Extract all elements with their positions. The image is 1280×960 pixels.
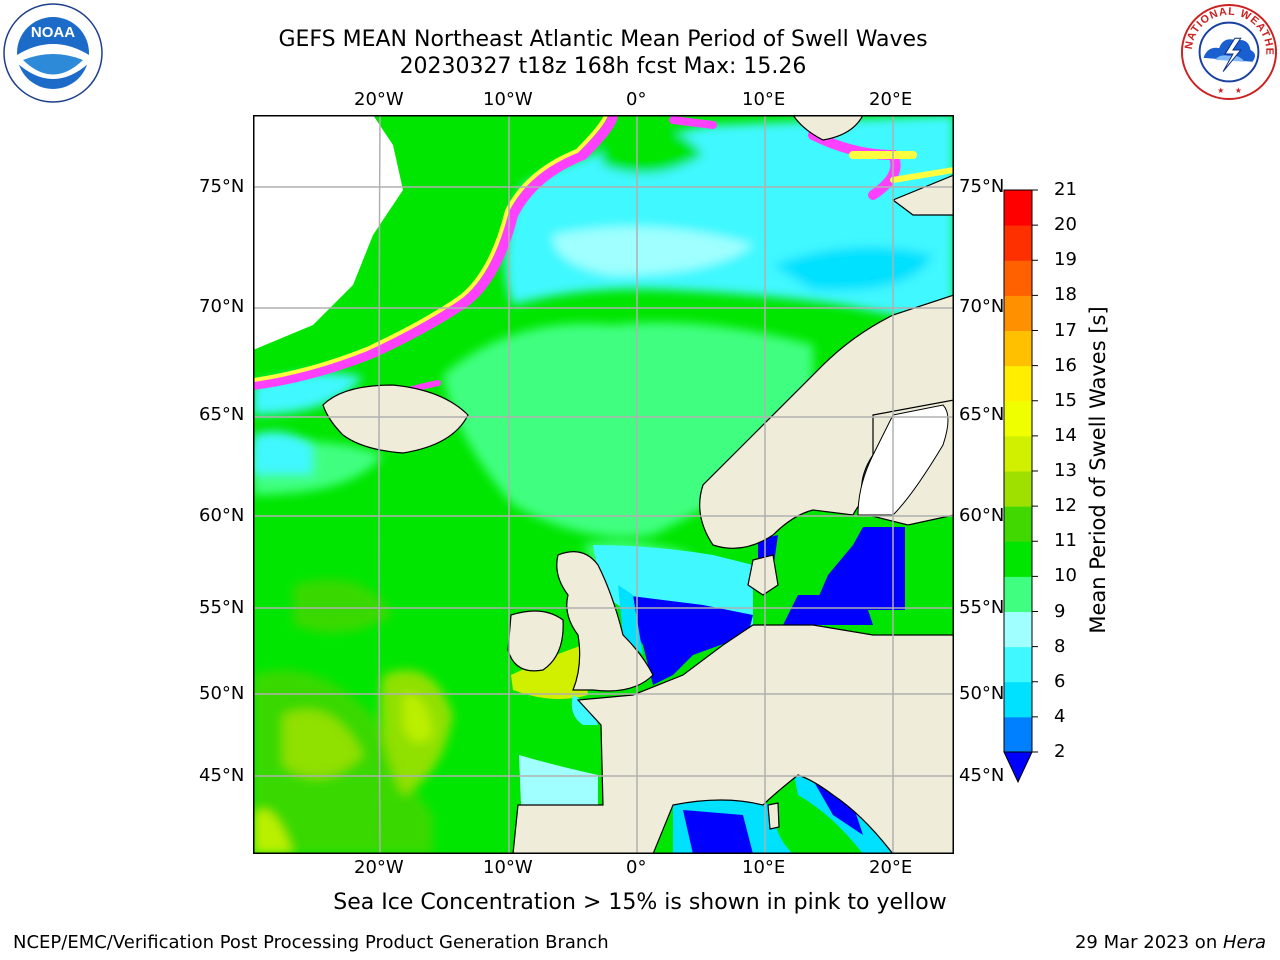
colorbar-tick-label: 12 <box>1054 495 1077 517</box>
lat-label-left: 70°N <box>199 296 245 317</box>
lat-label-left: 45°N <box>199 765 245 786</box>
lat-label-left: 50°N <box>199 683 245 704</box>
iceland-land <box>322 384 469 454</box>
colorbar-tick-label: 4 <box>1054 705 1066 727</box>
colorbar-segment <box>1004 260 1032 296</box>
colorbar-segment <box>1004 471 1032 507</box>
lat-label-right: 65°N <box>959 404 1005 425</box>
ireland-land <box>507 610 564 672</box>
colorbar-segment <box>1004 400 1032 437</box>
colorbar-tick-label: 8 <box>1054 635 1066 657</box>
chart-title: GEFS MEAN Northeast Atlantic Mean Period… <box>278 27 928 52</box>
sea-ice-note: Sea Ice Concentration > 15% is shown in … <box>333 890 947 915</box>
colorbar-tick-label: 2 <box>1054 741 1066 762</box>
lat-label-right: 60°N <box>959 505 1005 526</box>
lat-label-right: 55°N <box>959 597 1005 618</box>
lon-label-bottom: 10°W <box>483 857 533 878</box>
colorbar-segment <box>1004 225 1032 261</box>
colorbar-segment <box>1004 646 1032 683</box>
lat-label-left: 65°N <box>199 404 245 425</box>
lon-label-top: 20°W <box>354 89 404 110</box>
colorbar-tick-label: 14 <box>1054 424 1077 446</box>
colorbar-segment <box>1004 330 1032 367</box>
svg-text:★: ★ <box>1217 86 1224 95</box>
graticule <box>253 115 954 854</box>
chart-subtitle: 20230327 t18z 168h fcst Max: 15.26 <box>399 54 807 79</box>
colorbar-tick-label: 21 <box>1054 179 1077 200</box>
britain-land <box>556 551 654 692</box>
colorbar-segment <box>1004 435 1032 472</box>
colorbar-tick-label: 17 <box>1054 319 1077 341</box>
lon-label-top: 10°E <box>742 89 786 110</box>
colorbar-tick-label: 20 <box>1054 214 1077 236</box>
lat-label-right: 50°N <box>959 683 1005 704</box>
colorbar-segment <box>1004 365 1032 402</box>
lat-label-left: 75°N <box>199 176 245 197</box>
colorbar-tick-label: 19 <box>1054 249 1077 271</box>
denmark-land <box>747 554 779 596</box>
lon-label-top: 20°E <box>869 89 913 110</box>
lon-label-top: 10°W <box>483 89 533 110</box>
lat-label-left: 55°N <box>199 597 245 618</box>
footer-date: 29 Mar 2023 on Hera <box>1075 932 1266 953</box>
colorbar-segment <box>1004 190 1032 226</box>
svg-text:NOAA: NOAA <box>31 24 75 41</box>
map-frame <box>253 115 954 854</box>
noaa-logo: NOAA <box>3 3 103 103</box>
footer-date-text: 29 Mar 2023 on <box>1074 932 1223 953</box>
colorbar-segment <box>1004 295 1032 331</box>
colorbar-segment <box>1004 716 1032 753</box>
colorbar-tick-label: 10 <box>1054 565 1077 587</box>
lon-label-top: 0° <box>626 89 647 110</box>
biscay-swell <box>519 695 598 805</box>
colorbar-tick-label: 16 <box>1054 354 1077 376</box>
colorbar-tick-label: 9 <box>1054 600 1066 622</box>
colorbar-segment <box>1004 681 1032 718</box>
lon-label-bottom: 10°E <box>742 857 786 878</box>
colorbar-tick-label: 13 <box>1054 460 1077 481</box>
colorbar <box>1003 189 1038 784</box>
lat-label-right: 75°N <box>959 176 1005 197</box>
nws-logo: NATIONAL WEATHER SERVICE ★ ★ <box>1180 3 1278 101</box>
bothnia-ice <box>857 404 949 516</box>
lon-label-bottom: 20°E <box>869 857 913 878</box>
continent-land <box>512 624 954 854</box>
colorbar-tick-label: 18 <box>1054 284 1077 306</box>
lat-label-right: 45°N <box>959 765 1005 786</box>
swell-12-14-region <box>253 579 453 854</box>
colorbar-extend-min <box>1003 751 1033 784</box>
lon-label-bottom: 0° <box>626 857 647 878</box>
lat-label-right: 70°N <box>959 296 1005 317</box>
footer-branch: NCEP/EMC/Verification Post Processing Pr… <box>13 932 609 953</box>
novaya-land <box>891 174 954 216</box>
svalbard-land <box>792 115 864 141</box>
colorbar-segment <box>1004 576 1032 612</box>
lat-label-left: 60°N <box>199 505 245 526</box>
channel-swell <box>511 645 588 699</box>
colorbar-title: Mean Period of Swell Waves [s] <box>1086 306 1110 634</box>
mediterranean-swell <box>673 770 954 854</box>
colorbar-tick-label: 15 <box>1054 389 1077 411</box>
colorbar-tick-label: 11 <box>1054 530 1077 552</box>
colorbar-tick-label: 6 <box>1054 670 1066 692</box>
corsica-land <box>767 802 780 830</box>
footer-machine: Hera <box>1222 932 1266 953</box>
svg-text:★: ★ <box>1235 86 1242 95</box>
lon-label-bottom: 20°W <box>354 857 404 878</box>
colorbar-segment <box>1004 611 1032 648</box>
greenland-land <box>253 115 403 350</box>
colorbar-segment <box>1004 506 1032 542</box>
map-panel <box>253 115 954 854</box>
colorbar-segment <box>1004 541 1032 577</box>
